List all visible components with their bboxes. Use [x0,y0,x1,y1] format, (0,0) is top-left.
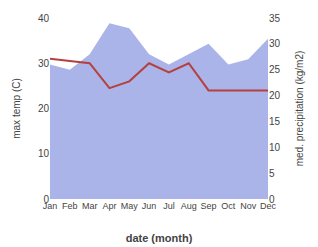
svg-text:Jul: Jul [163,201,175,211]
svg-text:20: 20 [269,90,281,101]
svg-text:Aug: Aug [181,201,197,211]
svg-text:10: 10 [38,148,50,159]
svg-text:Feb: Feb [62,201,78,211]
svg-text:Sep: Sep [201,201,217,211]
svg-text:40: 40 [38,13,50,24]
svg-text:0: 0 [43,194,49,205]
svg-text:Apr: Apr [102,201,116,211]
svg-text:date (month): date (month) [126,232,193,244]
svg-text:Jun: Jun [142,201,157,211]
svg-text:5: 5 [269,168,275,179]
svg-text:10: 10 [269,142,281,153]
svg-text:max temp (C): max temp (C) [11,78,22,139]
svg-text:30: 30 [38,58,50,69]
svg-text:med. precipitation (kg/m2): med. precipitation (kg/m2) [294,51,305,167]
svg-text:May: May [121,201,139,211]
svg-text:Mar: Mar [82,201,98,211]
svg-text:25: 25 [269,64,281,75]
svg-text:15: 15 [269,116,281,127]
svg-text:Nov: Nov [240,201,257,211]
svg-text:20: 20 [38,103,50,114]
svg-text:Jan: Jan [43,201,58,211]
svg-text:35: 35 [269,13,281,24]
svg-text:Dec: Dec [260,201,277,211]
svg-text:Oct: Oct [221,201,236,211]
svg-text:30: 30 [269,38,281,49]
svg-text:0: 0 [269,194,275,205]
